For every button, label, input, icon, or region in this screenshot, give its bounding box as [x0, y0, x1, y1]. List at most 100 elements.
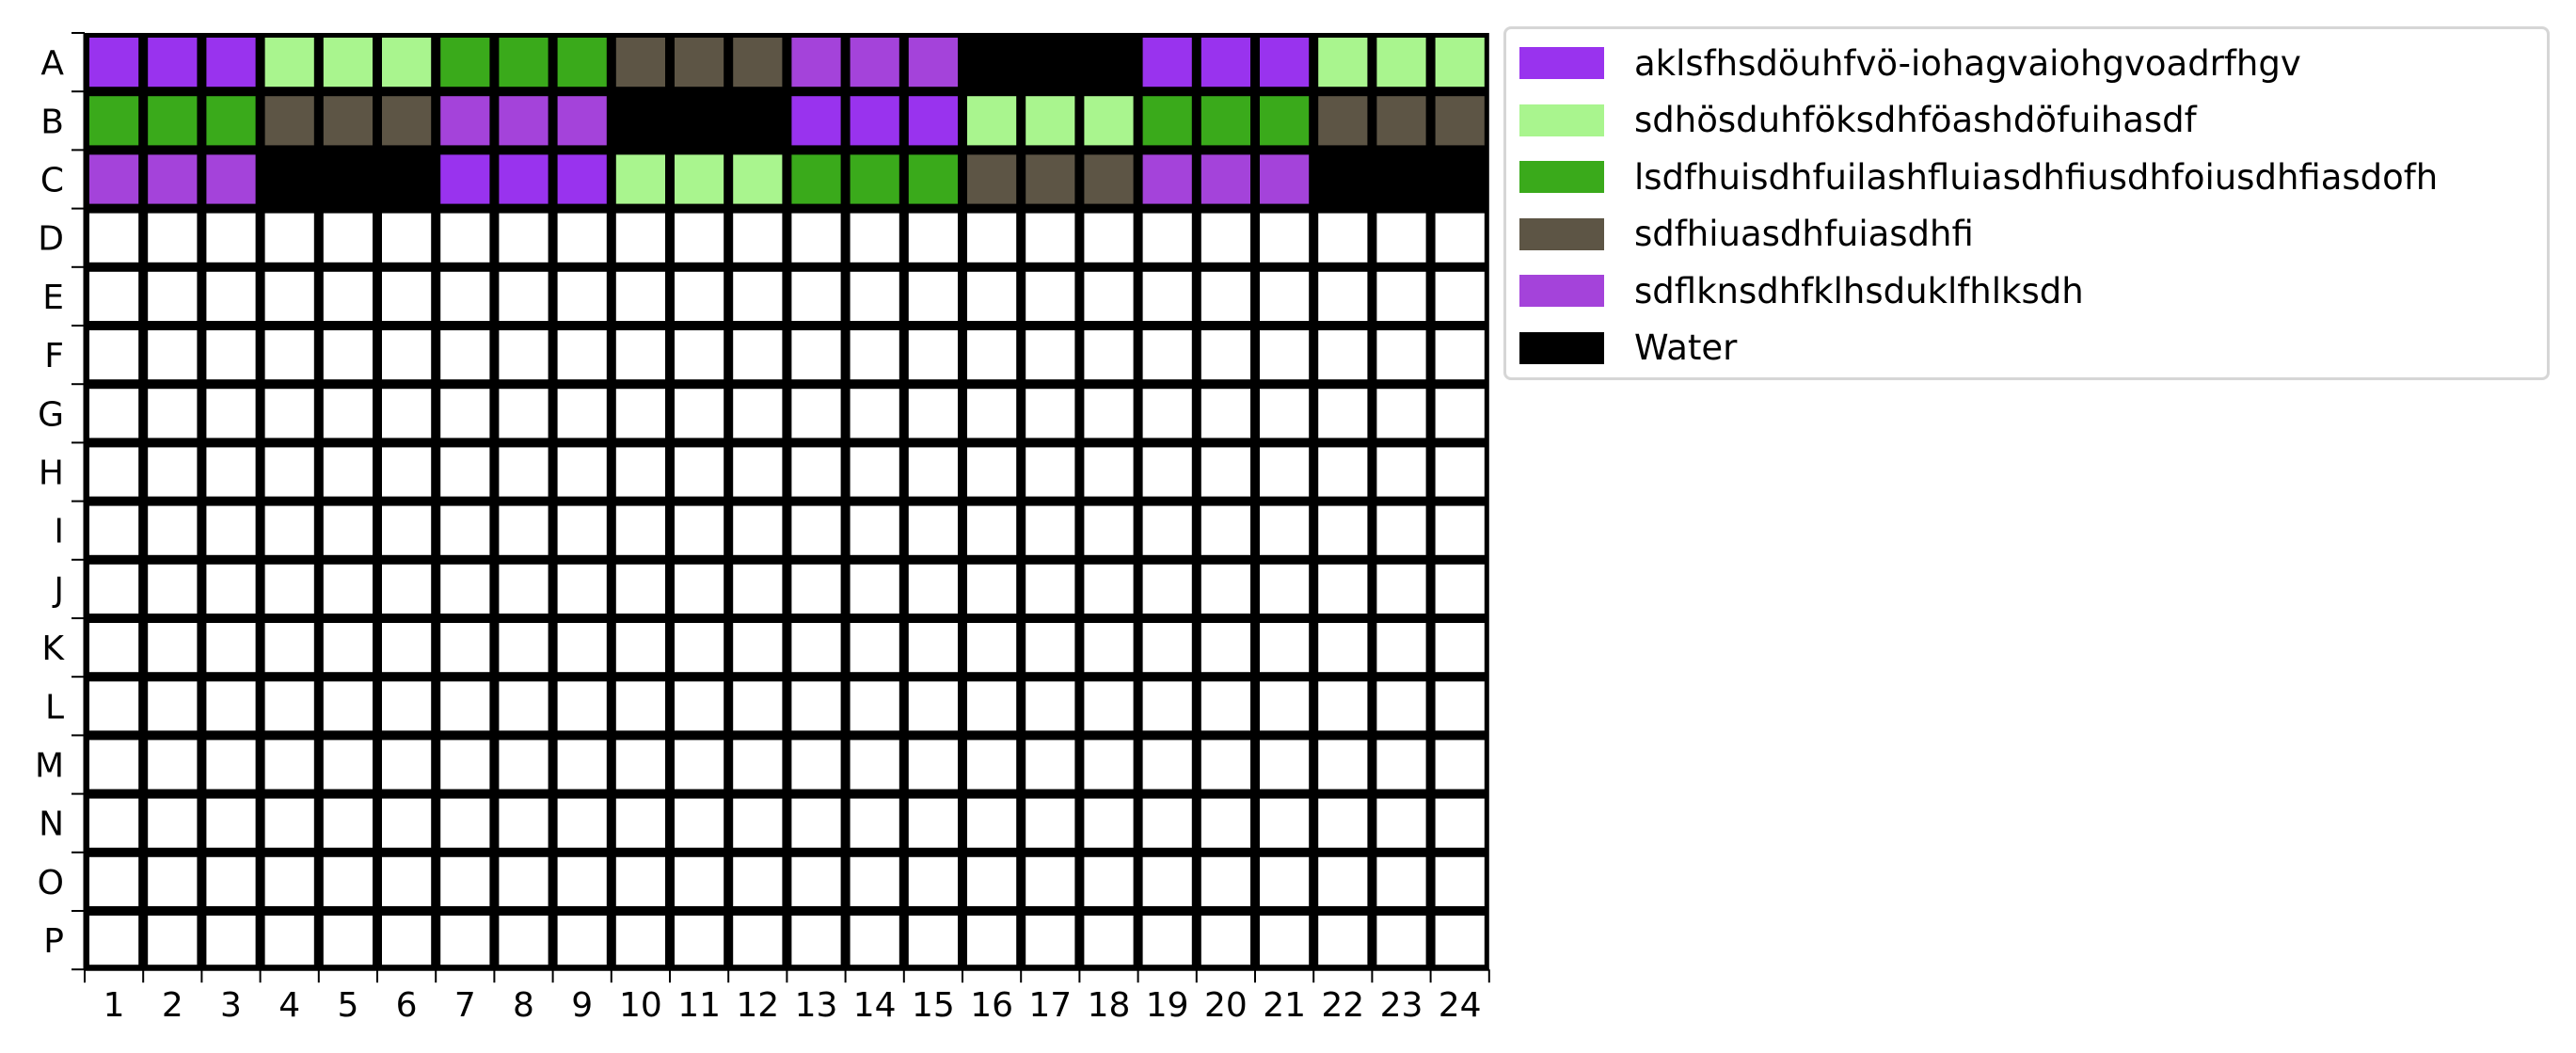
well-I14	[850, 505, 899, 555]
legend-label: aklsfhsdöuhfvö-iohagvaiohgvoadrfhgv	[1634, 42, 2301, 84]
well-G22	[1318, 389, 1368, 439]
column-label-5: 5	[337, 986, 358, 1025]
well-J3	[206, 564, 256, 614]
well-I19	[1142, 505, 1192, 555]
well-F17	[1026, 330, 1075, 380]
well-D14	[850, 213, 899, 263]
row-label-H: H	[39, 455, 64, 493]
legend-item: sdflknsdhfklhsduklfhlksdh	[1519, 266, 2084, 315]
well-J7	[440, 564, 490, 614]
well-I4	[264, 505, 314, 555]
well-F18	[1084, 330, 1134, 380]
well-P17	[1026, 916, 1075, 965]
well-J19	[1142, 564, 1192, 614]
well-M4	[264, 740, 314, 790]
column-label-13: 13	[795, 986, 838, 1025]
legend-label: sdfhiuasdhfuiasdhfi	[1634, 214, 1974, 254]
well-C13	[791, 154, 841, 204]
well-A7	[440, 38, 490, 88]
well-F24	[1435, 330, 1485, 380]
well-K4	[264, 623, 314, 673]
well-D8	[499, 213, 549, 263]
well-N10	[615, 798, 665, 848]
well-J1	[89, 564, 139, 614]
well-J22	[1318, 564, 1368, 614]
well-I8	[499, 505, 549, 555]
well-G21	[1260, 389, 1310, 439]
well-F12	[733, 330, 783, 380]
well-G4	[264, 389, 314, 439]
well-I9	[557, 505, 607, 555]
well-C18	[1084, 154, 1134, 204]
well-F10	[615, 330, 665, 380]
well-E9	[557, 271, 607, 321]
row-label-C: C	[40, 162, 64, 200]
well-I24	[1435, 505, 1485, 555]
well-L9	[557, 681, 607, 731]
well-C17	[1026, 154, 1075, 204]
well-F11	[675, 330, 724, 380]
well-K17	[1026, 623, 1075, 673]
column-label-7: 7	[454, 986, 476, 1025]
axis-ticks	[72, 32, 1490, 983]
well-D24	[1435, 213, 1485, 263]
well-H6	[382, 447, 432, 497]
well-C20	[1201, 154, 1250, 204]
well-O22	[1318, 856, 1368, 906]
well-I7	[440, 505, 490, 555]
well-H14	[850, 447, 899, 497]
well-N2	[148, 798, 198, 848]
well-H24	[1435, 447, 1485, 497]
well-N9	[557, 798, 607, 848]
well-I13	[791, 505, 841, 555]
well-B13	[791, 96, 841, 146]
well-A1	[89, 38, 139, 88]
well-H17	[1026, 447, 1075, 497]
well-F9	[557, 330, 607, 380]
well-H18	[1084, 447, 1134, 497]
well-M3	[206, 740, 256, 790]
well-O17	[1026, 856, 1075, 906]
well-A22	[1318, 38, 1368, 88]
well-M19	[1142, 740, 1192, 790]
well-M14	[850, 740, 899, 790]
well-F15	[908, 330, 958, 380]
well-M7	[440, 740, 490, 790]
well-A8	[499, 38, 549, 88]
well-E17	[1026, 271, 1075, 321]
well-K19	[1142, 623, 1192, 673]
well-M23	[1376, 740, 1426, 790]
well-A9	[557, 38, 607, 88]
well-B12	[733, 96, 783, 146]
well-G3	[206, 389, 256, 439]
legend-label: lsdfhuisdhfuilashfluiasdhfiusdhfoiusdhfi…	[1634, 156, 2439, 198]
well-M22	[1318, 740, 1368, 790]
column-label-1: 1	[103, 986, 125, 1025]
well-H9	[557, 447, 607, 497]
well-O9	[557, 856, 607, 906]
well-G6	[382, 389, 432, 439]
well-N19	[1142, 798, 1192, 848]
legend-item: sdfhiuasdhfuiasdhfi	[1519, 210, 1974, 259]
well-P18	[1084, 916, 1134, 965]
column-label-10: 10	[619, 986, 662, 1025]
well-H4	[264, 447, 314, 497]
column-labels: 1 2 3 4 5 6 7 8 9 10 11 12 13 14 15 16 17 18 19 20 21 22 23 24	[103, 986, 1482, 1025]
well-B22	[1318, 96, 1368, 146]
well-H7	[440, 447, 490, 497]
well-C16	[967, 154, 1017, 204]
well-M1	[89, 740, 139, 790]
well-O8	[499, 856, 549, 906]
well-B4	[264, 96, 314, 146]
legend-label: Water	[1634, 327, 1738, 368]
well-J15	[908, 564, 958, 614]
well-N23	[1376, 798, 1426, 848]
well-E3	[206, 271, 256, 321]
well-N24	[1435, 798, 1485, 848]
well-L8	[499, 681, 549, 731]
well-K1	[89, 623, 139, 673]
well-J4	[264, 564, 314, 614]
well-A17	[1026, 38, 1075, 88]
well-M20	[1201, 740, 1250, 790]
